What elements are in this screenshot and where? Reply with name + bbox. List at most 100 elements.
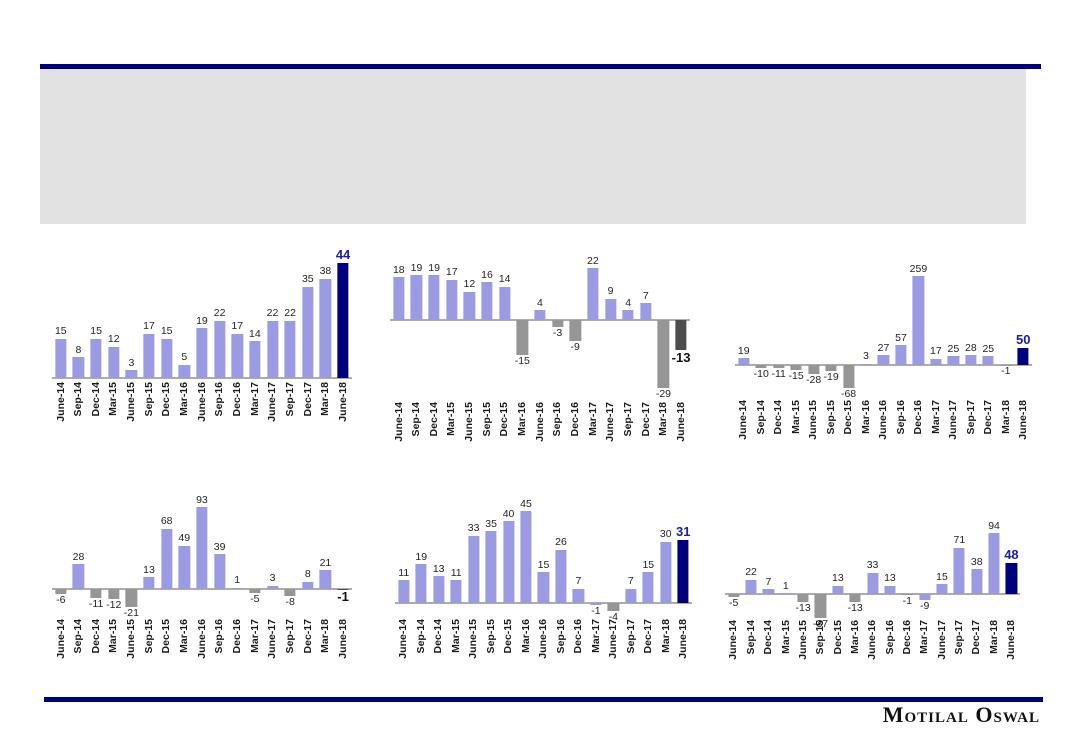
x-tick: Dec-16 (899, 620, 916, 698)
x-tick-label: Sep-14 (72, 382, 85, 417)
bar (901, 593, 913, 595)
x-tick-label: June-16 (195, 619, 208, 659)
x-tick-label: Sep-17 (283, 619, 296, 654)
bar-column: -1 (587, 511, 604, 616)
bar-column: 22 (584, 255, 602, 388)
x-tick-label: Mar-17 (589, 619, 602, 653)
x-tick: June-14 (735, 400, 752, 478)
x-tick: Mar-15 (777, 620, 794, 698)
bar (642, 572, 654, 603)
bar-column: 21 (317, 507, 335, 607)
bar-column: 28 (962, 276, 979, 388)
bar (849, 593, 861, 603)
x-tick-label: Dec-14 (762, 620, 775, 655)
x-tick: June-16 (531, 402, 549, 480)
bar-column: 7 (570, 511, 587, 611)
value-label: -9 (919, 599, 930, 612)
x-tick: June-18 (675, 619, 692, 697)
bar (161, 338, 173, 378)
bar (161, 528, 173, 589)
value-label: 11 (450, 566, 462, 579)
value-label: 22 (284, 307, 296, 319)
bar (485, 531, 497, 603)
value-label: 15 (936, 570, 948, 583)
x-tick-label: Dec-17 (301, 382, 314, 417)
bar-column: 35 (299, 263, 317, 378)
value-label: 39 (213, 540, 226, 553)
x-tick: Sep-16 (211, 382, 229, 460)
x-tick-label: Dec-14 (772, 400, 785, 435)
value-label: 18 (392, 263, 405, 276)
bar-column: 8 (299, 507, 317, 607)
bar (537, 572, 550, 603)
bar-column: 35 (482, 511, 499, 611)
value-label: 12 (463, 278, 476, 291)
bar-column: 15 (535, 511, 552, 611)
x-tick-label: June-18 (1005, 620, 1018, 660)
value-label: -29 (655, 388, 672, 400)
bar-column: 19 (735, 276, 752, 388)
bar-chart-bottom-right: -5 22 7 1 -13 -37 13 -13 33 13 -1 -9 15 71 38 94 48 June… (725, 520, 1020, 698)
bar-column: 14 (246, 263, 264, 378)
x-tick-label: Mar-15 (107, 382, 120, 416)
bar-column: -68 (840, 276, 857, 399)
bar (266, 320, 279, 378)
bar-column: 11 (447, 511, 464, 611)
bar-chart-top-right: 19 -10 -11 -15 -28 -19 -68 3 27 57 259 17 25 28 25 -1 50… (735, 263, 1032, 478)
x-tick-label: June-18 (336, 619, 349, 659)
bar (745, 579, 757, 594)
x-tick-label: Dec-16 (568, 402, 581, 437)
bar-column: -13 (794, 533, 811, 618)
value-label: -13 (671, 350, 691, 366)
value-label: 17 (930, 345, 942, 358)
bar (860, 363, 872, 365)
bar-column: 7 (637, 268, 655, 388)
bar-column: 38 (968, 533, 985, 618)
x-tick-label: Dec-17 (639, 402, 652, 437)
value-label: 28 (964, 341, 977, 354)
bar-column: 11 (395, 511, 412, 611)
bar-column: 9 (602, 268, 620, 388)
x-tick-label: Mar-18 (657, 402, 670, 436)
x-tick-label: Sep-17 (621, 402, 634, 437)
bar (728, 593, 740, 598)
bar (877, 355, 890, 365)
x-tick: June-14 (52, 619, 70, 697)
bar-column: 48 (1003, 533, 1020, 618)
bar-column: -5 (725, 533, 742, 618)
x-axis-labels: June-14 Sep-14 Dec-14 Mar-15 June-15 Sep-15 De… (725, 620, 1020, 698)
x-tick-label: Mar-18 (987, 620, 1000, 654)
bar-column: 19 (412, 511, 429, 611)
x-tick-label: June-16 (533, 402, 546, 442)
bar-column: 22 (264, 263, 282, 378)
bar (677, 539, 689, 603)
value-label: 19 (196, 314, 208, 327)
bar (1005, 562, 1017, 594)
x-tick: Sep-15 (140, 382, 158, 460)
value-label: 48 (1004, 546, 1019, 562)
x-tick: June-15 (794, 620, 811, 698)
x-axis-labels: June-14 Sep-14 Dec-14 Mar-15 June-15 Sep-15 De… (390, 402, 690, 480)
value-label: 19 (410, 261, 423, 274)
bar (90, 588, 102, 599)
x-tick-label: June-15 (467, 619, 480, 659)
bar (930, 358, 942, 365)
value-label: 25 (982, 342, 995, 355)
value-label: 38 (970, 555, 983, 568)
bar-column: 31 (675, 511, 692, 611)
value-label: 8 (304, 568, 311, 581)
bar (337, 263, 349, 378)
bar (790, 364, 802, 370)
x-tick-label: June-15 (796, 620, 809, 660)
bar-column: 22 (211, 263, 229, 378)
value-label: 1 (234, 574, 241, 587)
x-tick-label: June-16 (877, 400, 890, 440)
bar-column: -29 (655, 268, 673, 399)
x-tick: Dec-15 (158, 382, 176, 460)
value-label: 13 (432, 562, 445, 575)
value-label: -8 (285, 595, 295, 608)
value-label: -12 (106, 599, 122, 612)
x-tick: Dec-16 (228, 382, 246, 460)
x-tick: Sep-14 (752, 400, 769, 478)
x-tick-label: Mar-17 (918, 620, 931, 654)
